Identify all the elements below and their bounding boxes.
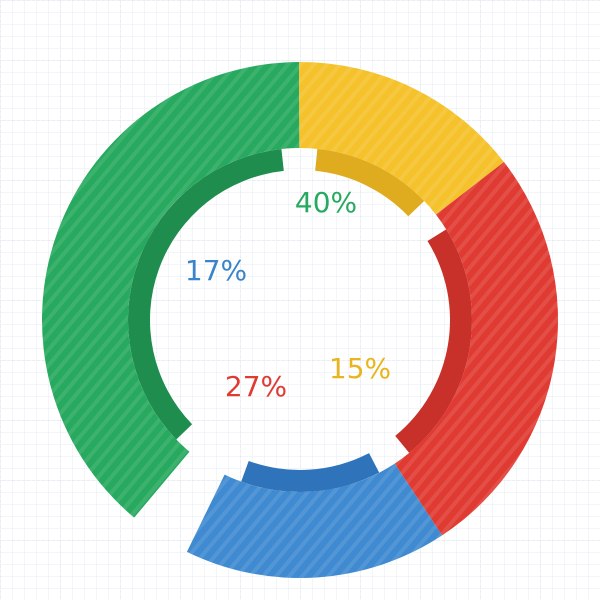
slice-percent-label: 40% [295,186,357,219]
slice-stripe-overlay [186,463,443,578]
slice-stripe-overlay [41,62,300,518]
slice-stripe-overlay [299,61,504,215]
slice-inner-band [395,229,472,453]
slice-inner-band [315,148,425,217]
slice-inner-band [241,453,380,492]
slice-percent-label: 27% [225,370,287,403]
slices-group [41,61,559,578]
slice-inner-band [128,149,284,440]
slice-percent-label: 15% [329,352,391,385]
slice-percent-label: 17% [185,254,247,287]
labels-group: 40% 15% 27% 17% [185,186,391,403]
slice-stripe-overlay [394,161,559,536]
